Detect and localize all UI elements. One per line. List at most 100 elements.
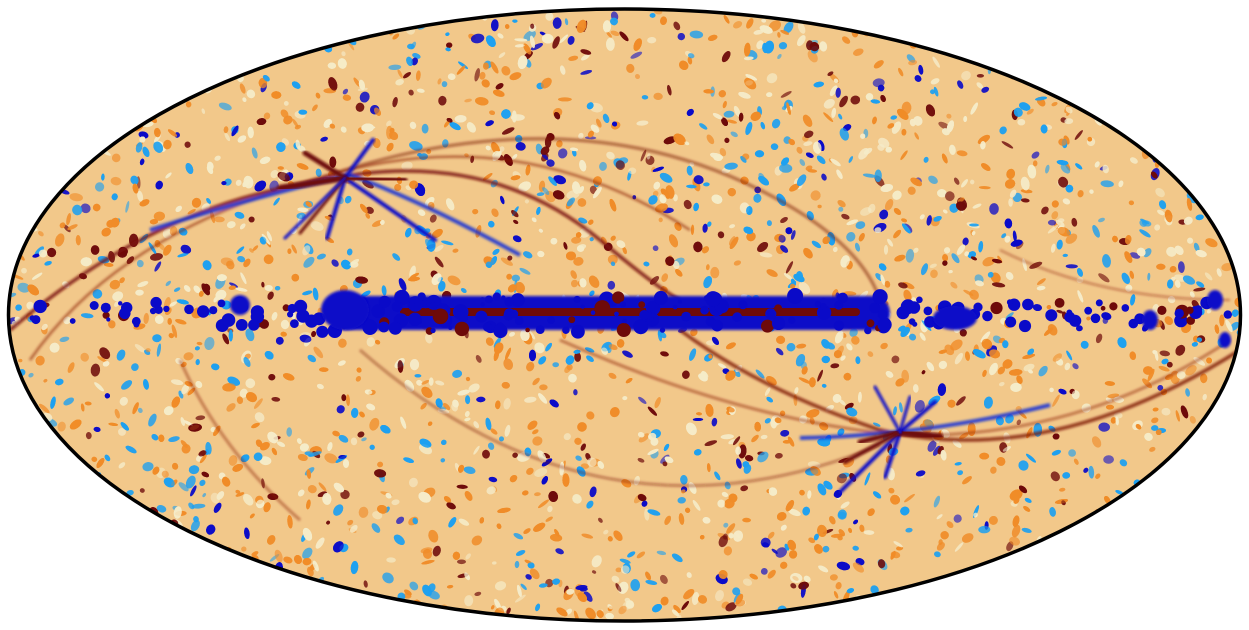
noise-blob	[532, 436, 543, 446]
noise-blob	[810, 190, 821, 201]
noise-blob	[943, 247, 951, 254]
noise-blob	[365, 212, 371, 219]
plane-clump	[89, 301, 99, 310]
noise-blob	[80, 203, 91, 214]
noise-blob	[953, 177, 960, 185]
noise-blob	[691, 591, 700, 606]
noise-blob	[534, 492, 541, 497]
noise-blob	[585, 607, 596, 620]
plane-clump	[1018, 319, 1032, 333]
noise-blob	[236, 396, 244, 405]
plane-clump	[1054, 298, 1065, 308]
noise-blob	[229, 282, 239, 288]
noise-blob	[1139, 229, 1151, 238]
noise-blob	[302, 245, 311, 256]
noise-blob	[618, 605, 627, 615]
noise-blob	[638, 396, 647, 404]
noise-blob	[783, 21, 794, 34]
noise-blob	[803, 141, 813, 146]
noise-blob	[944, 191, 955, 202]
noise-blob	[118, 462, 126, 469]
noise-blob	[883, 244, 889, 255]
noise-blob	[310, 221, 324, 231]
noise-blob	[788, 508, 801, 517]
noise-blob	[1058, 176, 1069, 188]
noise-blob	[546, 159, 555, 167]
plane-clump	[485, 295, 493, 304]
noise-blob	[191, 503, 206, 509]
plane-clump	[820, 303, 827, 310]
noise-blob	[564, 365, 571, 374]
noise-blob	[464, 595, 474, 607]
noise-blob	[1047, 219, 1057, 226]
plane-clump	[908, 318, 916, 325]
noise-blob	[932, 56, 940, 68]
plane-clump	[378, 295, 391, 308]
noise-blob	[1219, 314, 1225, 327]
noise-blob	[135, 289, 144, 296]
plane-clump	[814, 300, 821, 308]
noise-blob	[926, 215, 932, 226]
noise-blob	[878, 137, 890, 148]
noise-blob	[783, 273, 793, 280]
noise-blob	[359, 91, 370, 103]
noise-blob	[530, 43, 544, 51]
noise-blob	[366, 337, 376, 347]
plane-clump	[562, 326, 570, 334]
plane-clump	[638, 301, 646, 309]
noise-blob	[558, 97, 572, 102]
noise-blob	[954, 352, 964, 365]
noise-blob	[640, 149, 647, 162]
plane-clump	[287, 303, 297, 314]
noise-blob	[342, 88, 349, 95]
noise-blob	[723, 110, 735, 118]
noise-blob	[1026, 108, 1034, 115]
plane-clump	[1121, 304, 1130, 312]
noise-blob	[165, 280, 172, 287]
noise-blob	[1143, 248, 1152, 258]
noise-blob	[138, 131, 149, 139]
noise-blob	[118, 427, 126, 436]
noise-blob	[720, 434, 734, 440]
noise-blob	[755, 369, 765, 379]
noise-blob	[315, 537, 325, 549]
noise-blob	[1098, 273, 1110, 283]
noise-blob	[574, 352, 582, 362]
noise-blob	[421, 379, 430, 385]
noise-blob	[952, 439, 962, 448]
noise-blob	[251, 147, 258, 159]
plane-clump	[118, 301, 123, 306]
noise-blob	[751, 434, 759, 443]
noise-blob	[929, 263, 937, 269]
noise-blob	[1105, 404, 1115, 410]
noise-blob	[350, 437, 358, 446]
noise-blob	[1001, 141, 1014, 149]
noise-blob	[263, 112, 271, 120]
noise-blob	[1065, 264, 1078, 269]
noise-blob	[1221, 263, 1233, 272]
plane-clump	[150, 296, 162, 309]
noise-blob	[318, 482, 327, 492]
noise-blob	[500, 257, 513, 266]
pole-ray	[342, 175, 408, 183]
noise-blob	[918, 64, 924, 75]
noise-blob	[828, 515, 836, 525]
plane-clump	[990, 301, 1003, 315]
plane-cluster	[933, 306, 977, 330]
noise-blob	[341, 51, 346, 57]
noise-blob	[802, 114, 813, 127]
noise-blob	[799, 159, 806, 166]
noise-blob	[794, 387, 799, 395]
noise-blob	[760, 568, 768, 575]
noise-blob	[99, 347, 111, 360]
noise-blob	[228, 329, 233, 342]
noise-blob	[331, 259, 339, 267]
noise-blob	[137, 407, 143, 414]
noise-blob	[353, 77, 361, 87]
noise-blob	[817, 483, 827, 496]
noise-blob	[730, 131, 738, 138]
noise-blob	[887, 238, 894, 247]
plane-clump	[235, 319, 248, 331]
noise-blob	[184, 141, 191, 148]
noise-blob	[475, 354, 482, 363]
